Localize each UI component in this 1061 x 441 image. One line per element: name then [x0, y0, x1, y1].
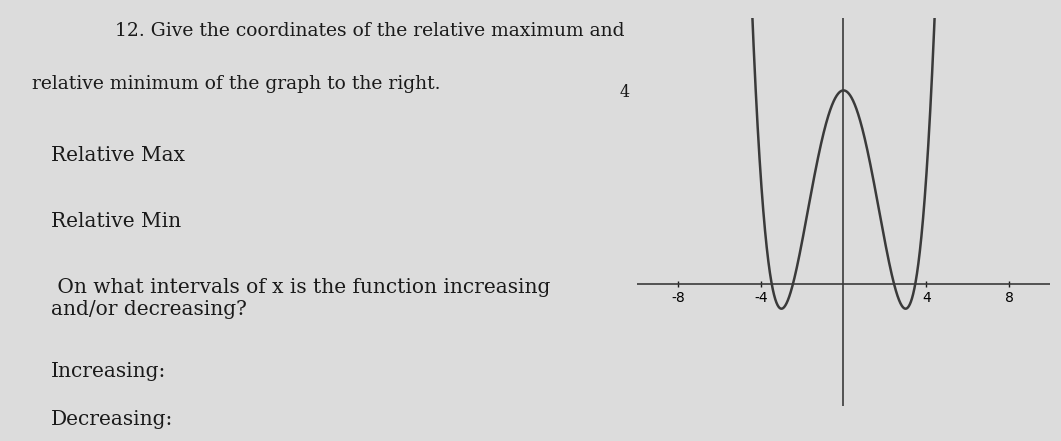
- Text: Relative Max: Relative Max: [51, 146, 185, 164]
- Text: relative minimum of the graph to the right.: relative minimum of the graph to the rig…: [32, 75, 440, 93]
- Text: 12. Give the coordinates of the relative maximum and: 12. Give the coordinates of the relative…: [115, 22, 624, 40]
- Text: Decreasing:: Decreasing:: [51, 410, 173, 429]
- Text: Increasing:: Increasing:: [51, 362, 167, 381]
- Text: Relative Min: Relative Min: [51, 212, 181, 231]
- Text: On what intervals of x is the function increasing
and/or decreasing?: On what intervals of x is the function i…: [51, 278, 551, 319]
